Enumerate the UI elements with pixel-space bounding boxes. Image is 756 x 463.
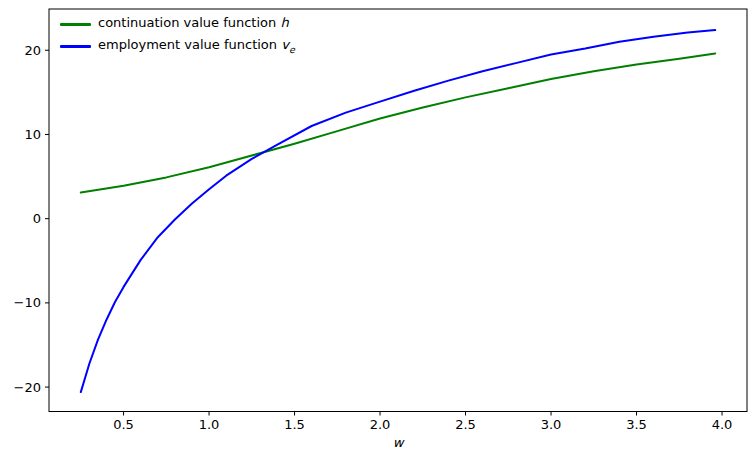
x-tick-label: 2.0 — [370, 417, 391, 432]
continuation-value-curve — [81, 54, 715, 193]
y-tick-label: 0 — [33, 211, 41, 226]
curves — [81, 30, 715, 392]
x-tick-label: 1.5 — [284, 417, 305, 432]
legend-entry-continuation: continuation value function h — [60, 16, 295, 33]
axis-ticks: 0.5 1.0 1.5 2.0 2.5 3.0 3.5 4.0 −20 −10 0 10 20 — [14, 43, 733, 432]
x-tick-label: 4.0 — [712, 417, 733, 432]
y-tick-label: 10 — [24, 127, 41, 142]
legend-label-employment: employment value function ve — [98, 36, 295, 58]
legend-math-symbol: h — [280, 15, 288, 30]
legend-math-subscript: e — [289, 43, 295, 54]
chart-svg: 0.5 1.0 1.5 2.0 2.5 3.0 3.5 4.0 −20 −10 0 10 20 w — [0, 0, 756, 463]
legend-line-blue — [60, 45, 91, 48]
y-tick-label: −10 — [14, 295, 41, 310]
x-tick-label: 3.0 — [541, 417, 562, 432]
legend-label-continuation: continuation value function h — [98, 14, 289, 36]
employment-value-curve — [81, 30, 715, 392]
legend-text: employment value function — [98, 37, 281, 52]
y-tick-label: 20 — [24, 43, 41, 58]
legend-text: continuation value function — [98, 15, 280, 30]
plot-frame — [49, 9, 747, 412]
legend: continuation value function h employment… — [60, 16, 295, 55]
x-tick-label: 1.0 — [199, 417, 220, 432]
legend-line-green — [60, 23, 91, 26]
figure: 0.5 1.0 1.5 2.0 2.5 3.0 3.5 4.0 −20 −10 0 10 20 w co… — [0, 0, 756, 463]
y-tick-label: −20 — [14, 380, 41, 395]
x-axis-label: w — [393, 435, 405, 450]
x-tick-label: 0.5 — [113, 417, 134, 432]
legend-entry-employment: employment value function ve — [60, 38, 295, 55]
x-tick-label: 2.5 — [455, 417, 476, 432]
x-tick-label: 3.5 — [626, 417, 647, 432]
legend-math-symbol: v — [281, 37, 289, 52]
